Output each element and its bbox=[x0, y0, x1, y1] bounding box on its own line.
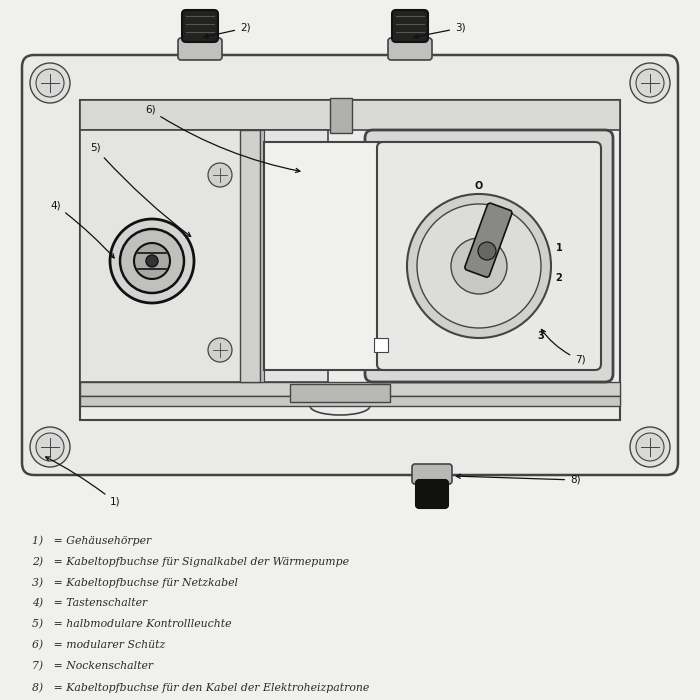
Circle shape bbox=[208, 163, 232, 187]
Bar bbox=[330, 98, 352, 133]
FancyBboxPatch shape bbox=[412, 464, 452, 484]
FancyBboxPatch shape bbox=[22, 55, 678, 475]
Bar bbox=[80, 100, 620, 130]
Bar bbox=[80, 100, 620, 420]
Circle shape bbox=[30, 63, 70, 103]
Text: 4)   = Tastenschalter: 4) = Tastenschalter bbox=[32, 598, 147, 608]
Text: 3: 3 bbox=[538, 331, 545, 341]
Circle shape bbox=[146, 255, 158, 267]
FancyBboxPatch shape bbox=[178, 38, 222, 60]
Text: 1): 1) bbox=[46, 457, 120, 507]
Text: 7)   = Nockenschalter: 7) = Nockenschalter bbox=[32, 661, 153, 671]
Text: 1)   = Gehäusehörper: 1) = Gehäusehörper bbox=[32, 535, 151, 545]
FancyBboxPatch shape bbox=[377, 142, 601, 370]
Circle shape bbox=[30, 427, 70, 467]
Text: 5)   = halbmodulare Kontrollleuchte: 5) = halbmodulare Kontrollleuchte bbox=[32, 619, 232, 629]
Bar bbox=[290, 384, 390, 402]
Text: 8)   = Kabeltopfbuchse für den Kabel der Elektroheizpatrone: 8) = Kabeltopfbuchse für den Kabel der E… bbox=[32, 682, 370, 692]
Text: 2)   = Kabeltopfbuchse für Signalkabel der Wärmepumpe: 2) = Kabeltopfbuchse für Signalkabel der… bbox=[32, 556, 349, 566]
Text: 3)   = Kabeltopfbuchse für Netzkabel: 3) = Kabeltopfbuchse für Netzkabel bbox=[32, 577, 238, 587]
FancyBboxPatch shape bbox=[388, 38, 432, 60]
Bar bbox=[264, 142, 402, 370]
Text: 3): 3) bbox=[414, 23, 466, 38]
Bar bbox=[240, 130, 260, 382]
Circle shape bbox=[636, 433, 664, 461]
Circle shape bbox=[110, 219, 194, 303]
Bar bbox=[80, 382, 620, 396]
FancyBboxPatch shape bbox=[392, 10, 428, 42]
FancyBboxPatch shape bbox=[465, 203, 512, 277]
Bar bbox=[80, 396, 620, 406]
Circle shape bbox=[36, 433, 64, 461]
Text: 6)   = modularer Schütz: 6) = modularer Schütz bbox=[32, 640, 165, 650]
Text: 2: 2 bbox=[556, 273, 562, 283]
Circle shape bbox=[478, 242, 496, 260]
Text: 2): 2) bbox=[204, 23, 251, 38]
Circle shape bbox=[36, 69, 64, 97]
FancyBboxPatch shape bbox=[365, 130, 613, 382]
Text: 1: 1 bbox=[556, 243, 562, 253]
Text: 5): 5) bbox=[90, 143, 190, 237]
Circle shape bbox=[134, 243, 170, 279]
Circle shape bbox=[451, 238, 507, 294]
Circle shape bbox=[417, 204, 541, 328]
Text: 6): 6) bbox=[145, 105, 300, 172]
Bar bbox=[80, 130, 328, 382]
Text: O: O bbox=[475, 181, 483, 191]
Bar bbox=[260, 130, 264, 382]
Circle shape bbox=[407, 194, 551, 338]
FancyBboxPatch shape bbox=[416, 480, 448, 508]
Circle shape bbox=[630, 63, 670, 103]
Text: 4): 4) bbox=[50, 200, 114, 258]
Bar bbox=[374, 338, 388, 352]
Circle shape bbox=[636, 69, 664, 97]
Circle shape bbox=[120, 229, 184, 293]
Text: 7): 7) bbox=[541, 330, 586, 365]
Circle shape bbox=[630, 427, 670, 467]
Text: 8): 8) bbox=[456, 474, 580, 485]
FancyBboxPatch shape bbox=[182, 10, 218, 42]
Circle shape bbox=[208, 338, 232, 362]
